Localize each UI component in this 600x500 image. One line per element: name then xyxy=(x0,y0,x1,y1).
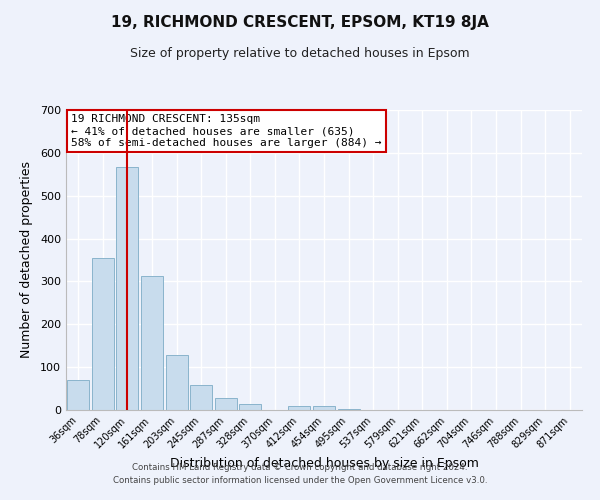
Text: 19 RICHMOND CRESCENT: 135sqm
← 41% of detached houses are smaller (635)
58% of s: 19 RICHMOND CRESCENT: 135sqm ← 41% of de… xyxy=(71,114,382,148)
Bar xyxy=(92,258,114,410)
Y-axis label: Number of detached properties: Number of detached properties xyxy=(20,162,33,358)
Bar xyxy=(338,409,359,410)
Bar xyxy=(289,406,310,410)
Bar xyxy=(67,380,89,410)
X-axis label: Distribution of detached houses by size in Epsom: Distribution of detached houses by size … xyxy=(170,456,478,469)
Text: 19, RICHMOND CRESCENT, EPSOM, KT19 8JA: 19, RICHMOND CRESCENT, EPSOM, KT19 8JA xyxy=(111,15,489,30)
Bar xyxy=(313,406,335,410)
Bar xyxy=(190,385,212,410)
Bar xyxy=(166,355,188,410)
Text: Contains HM Land Registry data © Crown copyright and database right 2024.
Contai: Contains HM Land Registry data © Crown c… xyxy=(113,463,487,485)
Text: Size of property relative to detached houses in Epsom: Size of property relative to detached ho… xyxy=(130,48,470,60)
Bar xyxy=(215,398,237,410)
Bar xyxy=(239,404,262,410)
Bar xyxy=(141,276,163,410)
Bar xyxy=(116,166,139,410)
